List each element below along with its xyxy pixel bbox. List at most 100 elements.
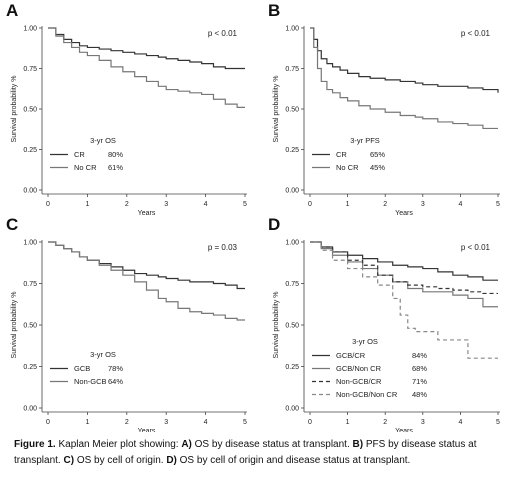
figure-canvas: A 0 1 2 3 4 5 0.00 0.25 0.50 0.75 1.00 Years Survival… (6, 1, 500, 432)
caption-a-label: A) (181, 439, 192, 450)
panel-a-x-axis-label: Years (138, 210, 156, 217)
panel-d-legend-stat-1: 84% (412, 351, 427, 360)
panel-c-p-value: p = 0.03 (208, 243, 238, 252)
panel-a-legend-stat-1: 80% (108, 150, 123, 159)
panel-b-legend-stat-2: 45% (370, 163, 385, 172)
panel-c-y-tick-label: 0.75 (23, 281, 37, 288)
panel-c-x-tick-label: 1 (85, 419, 89, 426)
panel-a-y-tick-label: 1.00 (23, 26, 37, 33)
panel-c-y-tick-label: 0.00 (23, 406, 37, 413)
panel-a-legend-name-2: No CR (74, 163, 97, 172)
panel-d-legend-title: 3-yr OS (352, 337, 378, 346)
panel-b-y-tick-label: 0.25 (285, 147, 299, 154)
panel-b-legend-title: 3-yr PFS (350, 136, 380, 145)
panel-d-y-axis-label: Survival probability % (273, 292, 280, 359)
caption-b-label: B) (352, 439, 364, 450)
panel-b-letter: B (268, 1, 280, 20)
panel-c-letter: C (6, 215, 18, 234)
panel-c-legend-title: 3-yr OS (90, 350, 116, 359)
caption-intro: Kaplan Meier plot showing: (55, 439, 182, 450)
panel-a-x-tick-label: 1 (85, 201, 89, 208)
panel-d-letter: D (268, 215, 280, 234)
panel-a-p-value: p < 0.01 (208, 29, 238, 38)
caption-c-label: C) (63, 455, 75, 466)
panel-b-x-tick-label: 1 (346, 201, 350, 208)
panel-d-y-tick-label: 0.50 (285, 323, 299, 330)
caption-b-text: PFS by disease status at transplant. (14, 439, 477, 466)
panel-c-y-tick-label: 0.25 (23, 364, 37, 371)
panel-d-legend-name-2: GCB/Non CR (336, 364, 382, 373)
panel-d-y-tick-label: 0.75 (285, 281, 299, 288)
panel-d-y-tick-label: 0.25 (285, 364, 299, 371)
panel-d-x-tick-label: 5 (496, 419, 500, 426)
panel-c-x-tick-label: 5 (243, 419, 247, 426)
panel-d-x-tick-label: 0 (308, 419, 312, 426)
panel-b-x-tick-label: 5 (496, 201, 500, 208)
panel-c-y-axis-label: Survival probability % (11, 292, 18, 359)
panel-b-y-tick-label: 0.75 (285, 66, 299, 73)
panel-d-y-tick-label: 1.00 (285, 240, 299, 247)
panel-d-x-tick-label: 4 (458, 419, 462, 426)
panel-c-legend-name-1: GCB (74, 364, 90, 373)
panel-a-y-axis-label: Survival probability % (11, 76, 18, 143)
panel-c-legend-stat-2: 64% (108, 377, 123, 386)
panel-a-legend-title: 3-yr OS (90, 136, 116, 145)
panel-a-y-tick-label: 0.00 (23, 188, 37, 195)
panel-d-x-axis-label: Years (395, 428, 413, 432)
panel-d-p-value: p < 0.01 (461, 243, 491, 252)
panel-d-y-tick-label: 0.00 (285, 406, 299, 413)
panel-b-curve-1 (310, 27, 499, 93)
panel-b-x-axis-label: Years (395, 210, 413, 217)
panel-c-x-axis-label: Years (138, 428, 156, 432)
panel-a-curve-2 (48, 27, 245, 108)
panel-d-legend-name-4: Non-GCB/Non CR (336, 390, 398, 399)
panel-a-y-tick-label: 0.25 (23, 147, 37, 154)
panel-c-y-tick-label: 0.50 (23, 323, 37, 330)
panel-a-x-tick-label: 4 (204, 201, 208, 208)
panel-b-x-tick-label: 4 (458, 201, 462, 208)
panel-b-curve-2 (310, 27, 498, 130)
figure-caption: Figure 1. Kaplan Meier plot showing: A) … (14, 437, 510, 469)
panel-a-x-tick-label: 5 (243, 201, 247, 208)
panel-a-x-tick-label: 2 (125, 201, 129, 208)
caption-d-label: D) (166, 455, 177, 466)
panel-c-y-tick-label: 1.00 (23, 240, 37, 247)
panel-a-legend-name-1: CR (74, 150, 85, 159)
caption-a-text: OS by disease status at transplant. (191, 439, 353, 450)
panel-c-curve-2 (48, 241, 245, 321)
panel-b-y-tick-label: 1.00 (285, 26, 299, 33)
panel-b-x-tick-label: 3 (421, 201, 425, 208)
panel-c-legend-name-2: Non-GCB (74, 377, 107, 386)
caption-c-text: OS by cell of origin. (74, 455, 167, 466)
panel-a-y-tick-label: 0.75 (23, 66, 37, 73)
panel-c-x-tick-label: 2 (125, 419, 129, 426)
panel-c-legend-stat-1: 78% (108, 364, 123, 373)
panel-b-y-tick-label: 0.00 (285, 188, 299, 195)
panel-d-legend-stat-3: 71% (412, 377, 427, 386)
panel-d-legend-stat-4: 48% (412, 390, 427, 399)
caption-figure-label: Figure 1. (14, 439, 56, 450)
panel-b-y-tick-label: 0.50 (285, 107, 299, 114)
panel-b-legend-name-2: No CR (336, 163, 359, 172)
panel-d-legend-stat-2: 68% (412, 364, 427, 373)
panel-d-x-tick-label: 3 (421, 419, 425, 426)
panel-c-x-tick-label: 3 (164, 419, 168, 426)
panel-a-legend-stat-2: 61% (108, 163, 123, 172)
panel-a-x-tick-label: 3 (164, 201, 168, 208)
panel-d-curve-4 (310, 241, 498, 359)
panel-d-legend-name-3: Non-GCB/CR (336, 377, 382, 386)
panel-d-x-tick-label: 1 (346, 419, 350, 426)
panel-a-y-tick-label: 0.50 (23, 107, 37, 114)
panel-c-x-tick-label: 0 (46, 419, 50, 426)
panel-b-x-tick-label: 2 (383, 201, 387, 208)
panel-b-p-value: p < 0.01 (461, 29, 491, 38)
panel-b-legend-stat-1: 65% (370, 150, 385, 159)
panel-a-letter: A (6, 1, 18, 20)
panel-b-y-axis-label: Survival probability % (273, 76, 280, 143)
panel-b-x-tick-label: 0 (308, 201, 312, 208)
panel-c-x-tick-label: 4 (204, 419, 208, 426)
caption-d-text: OS by cell of origin and disease status … (176, 455, 411, 466)
panel-a-x-tick-label: 0 (46, 201, 50, 208)
panel-d-legend-name-1: GCB/CR (336, 351, 366, 360)
panel-d-x-tick-label: 2 (383, 419, 387, 426)
